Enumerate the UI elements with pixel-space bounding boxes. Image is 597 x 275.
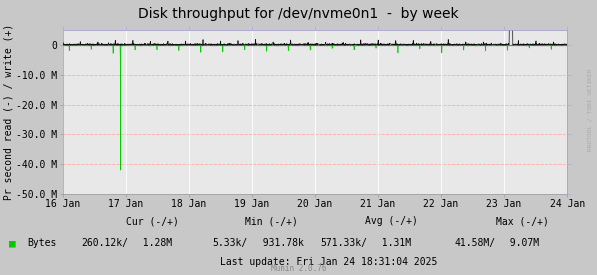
Text: RRDTOOL / TOBI OETIKER: RRDTOOL / TOBI OETIKER — [588, 69, 593, 151]
Text: 5.33k/: 5.33k/ — [213, 238, 248, 248]
Text: Max (-/+): Max (-/+) — [496, 216, 549, 226]
Text: 41.58M/: 41.58M/ — [454, 238, 496, 248]
Text: 260.12k/: 260.12k/ — [81, 238, 128, 248]
Text: Avg (-/+): Avg (-/+) — [365, 216, 417, 226]
Text: 931.78k: 931.78k — [251, 238, 304, 248]
Y-axis label: Pr second read (-) / write (+): Pr second read (-) / write (+) — [3, 24, 13, 200]
Text: 571.33k/: 571.33k/ — [320, 238, 367, 248]
Text: Last update: Fri Jan 24 18:31:04 2025: Last update: Fri Jan 24 18:31:04 2025 — [220, 257, 437, 267]
Text: 1.31M: 1.31M — [370, 238, 411, 248]
Text: Bytes: Bytes — [27, 238, 56, 248]
Text: Munin 2.0.76: Munin 2.0.76 — [271, 264, 326, 273]
Text: ■: ■ — [9, 238, 16, 248]
Text: Disk throughput for /dev/nvme0n1  -  by week: Disk throughput for /dev/nvme0n1 - by we… — [138, 7, 459, 21]
Text: 1.28M: 1.28M — [131, 238, 173, 248]
Text: 9.07M: 9.07M — [498, 238, 540, 248]
Text: Min (-/+): Min (-/+) — [245, 216, 298, 226]
Text: Cur (-/+): Cur (-/+) — [126, 216, 179, 226]
